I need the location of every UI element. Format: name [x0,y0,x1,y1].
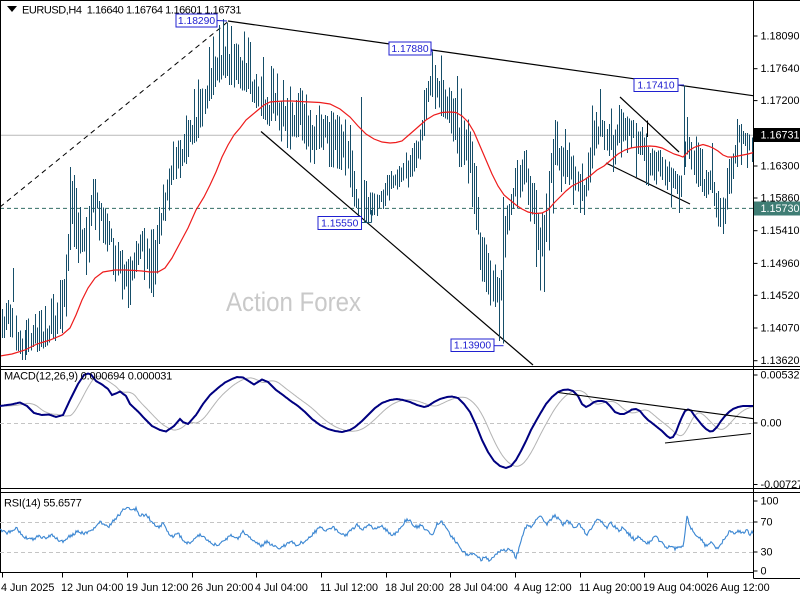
svg-text:0: 0 [761,566,767,578]
svg-text:1.13620: 1.13620 [761,355,800,367]
svg-text:1.17880: 1.17880 [391,44,428,55]
svg-text:Action Forex: Action Forex [226,287,361,317]
svg-text:1.14070: 1.14070 [761,323,800,335]
svg-text:19 Aug 04:00: 19 Aug 04:00 [643,582,707,594]
svg-text:70: 70 [761,517,773,529]
svg-text:1.17200: 1.17200 [761,95,800,107]
svg-text:1.17640: 1.17640 [761,63,800,75]
svg-text:28 Jul 04:00: 28 Jul 04:00 [449,582,508,594]
svg-text:12 Jun 04:00: 12 Jun 04:00 [61,582,123,594]
svg-text:1.15730: 1.15730 [761,203,800,215]
svg-text:1.18290: 1.18290 [178,16,215,27]
svg-text:EURUSD,H4 1.16640 1.16764 1.1: EURUSD,H4 1.16640 1.16764 1.16601 1.1673… [22,5,241,17]
svg-text:26 Jun 20:00: 26 Jun 20:00 [191,582,253,594]
svg-text:4 Jul 04:00: 4 Jul 04:00 [255,582,308,594]
svg-text:1.16731: 1.16731 [761,130,800,142]
svg-text:19 Jun 12:00: 19 Jun 12:00 [126,582,188,594]
svg-text:0.00: 0.00 [761,418,782,430]
svg-text:1.15410: 1.15410 [761,225,800,237]
svg-text:-0.007273: -0.007273 [761,479,800,491]
svg-text:1.15550: 1.15550 [321,219,358,230]
svg-text:4 Aug 12:00: 4 Aug 12:00 [514,582,572,594]
svg-text:1.17410: 1.17410 [637,81,674,92]
svg-text:100: 100 [761,496,779,508]
svg-text:RSI(14) 55.6577: RSI(14) 55.6577 [4,498,82,510]
svg-text:1.14520: 1.14520 [761,290,800,302]
svg-text:30: 30 [761,547,773,559]
svg-text:1.16300: 1.16300 [761,161,800,173]
svg-text:0.005325: 0.005325 [761,370,800,382]
svg-text:1.13900: 1.13900 [454,341,491,352]
svg-text:11 Aug 20:00: 11 Aug 20:00 [579,582,642,594]
svg-text:MACD(12,26,9) 0.000694 0.00003: MACD(12,26,9) 0.000694 0.000031 [4,371,172,383]
svg-text:1.18090: 1.18090 [761,31,800,43]
svg-text:26 Aug 12:00: 26 Aug 12:00 [706,582,770,594]
svg-text:18 Jul 20:00: 18 Jul 20:00 [385,582,444,594]
svg-text:11 Jul 12:00: 11 Jul 12:00 [320,582,378,594]
svg-text:1.14960: 1.14960 [761,258,800,270]
svg-text:4 Jun 2025: 4 Jun 2025 [1,582,54,594]
